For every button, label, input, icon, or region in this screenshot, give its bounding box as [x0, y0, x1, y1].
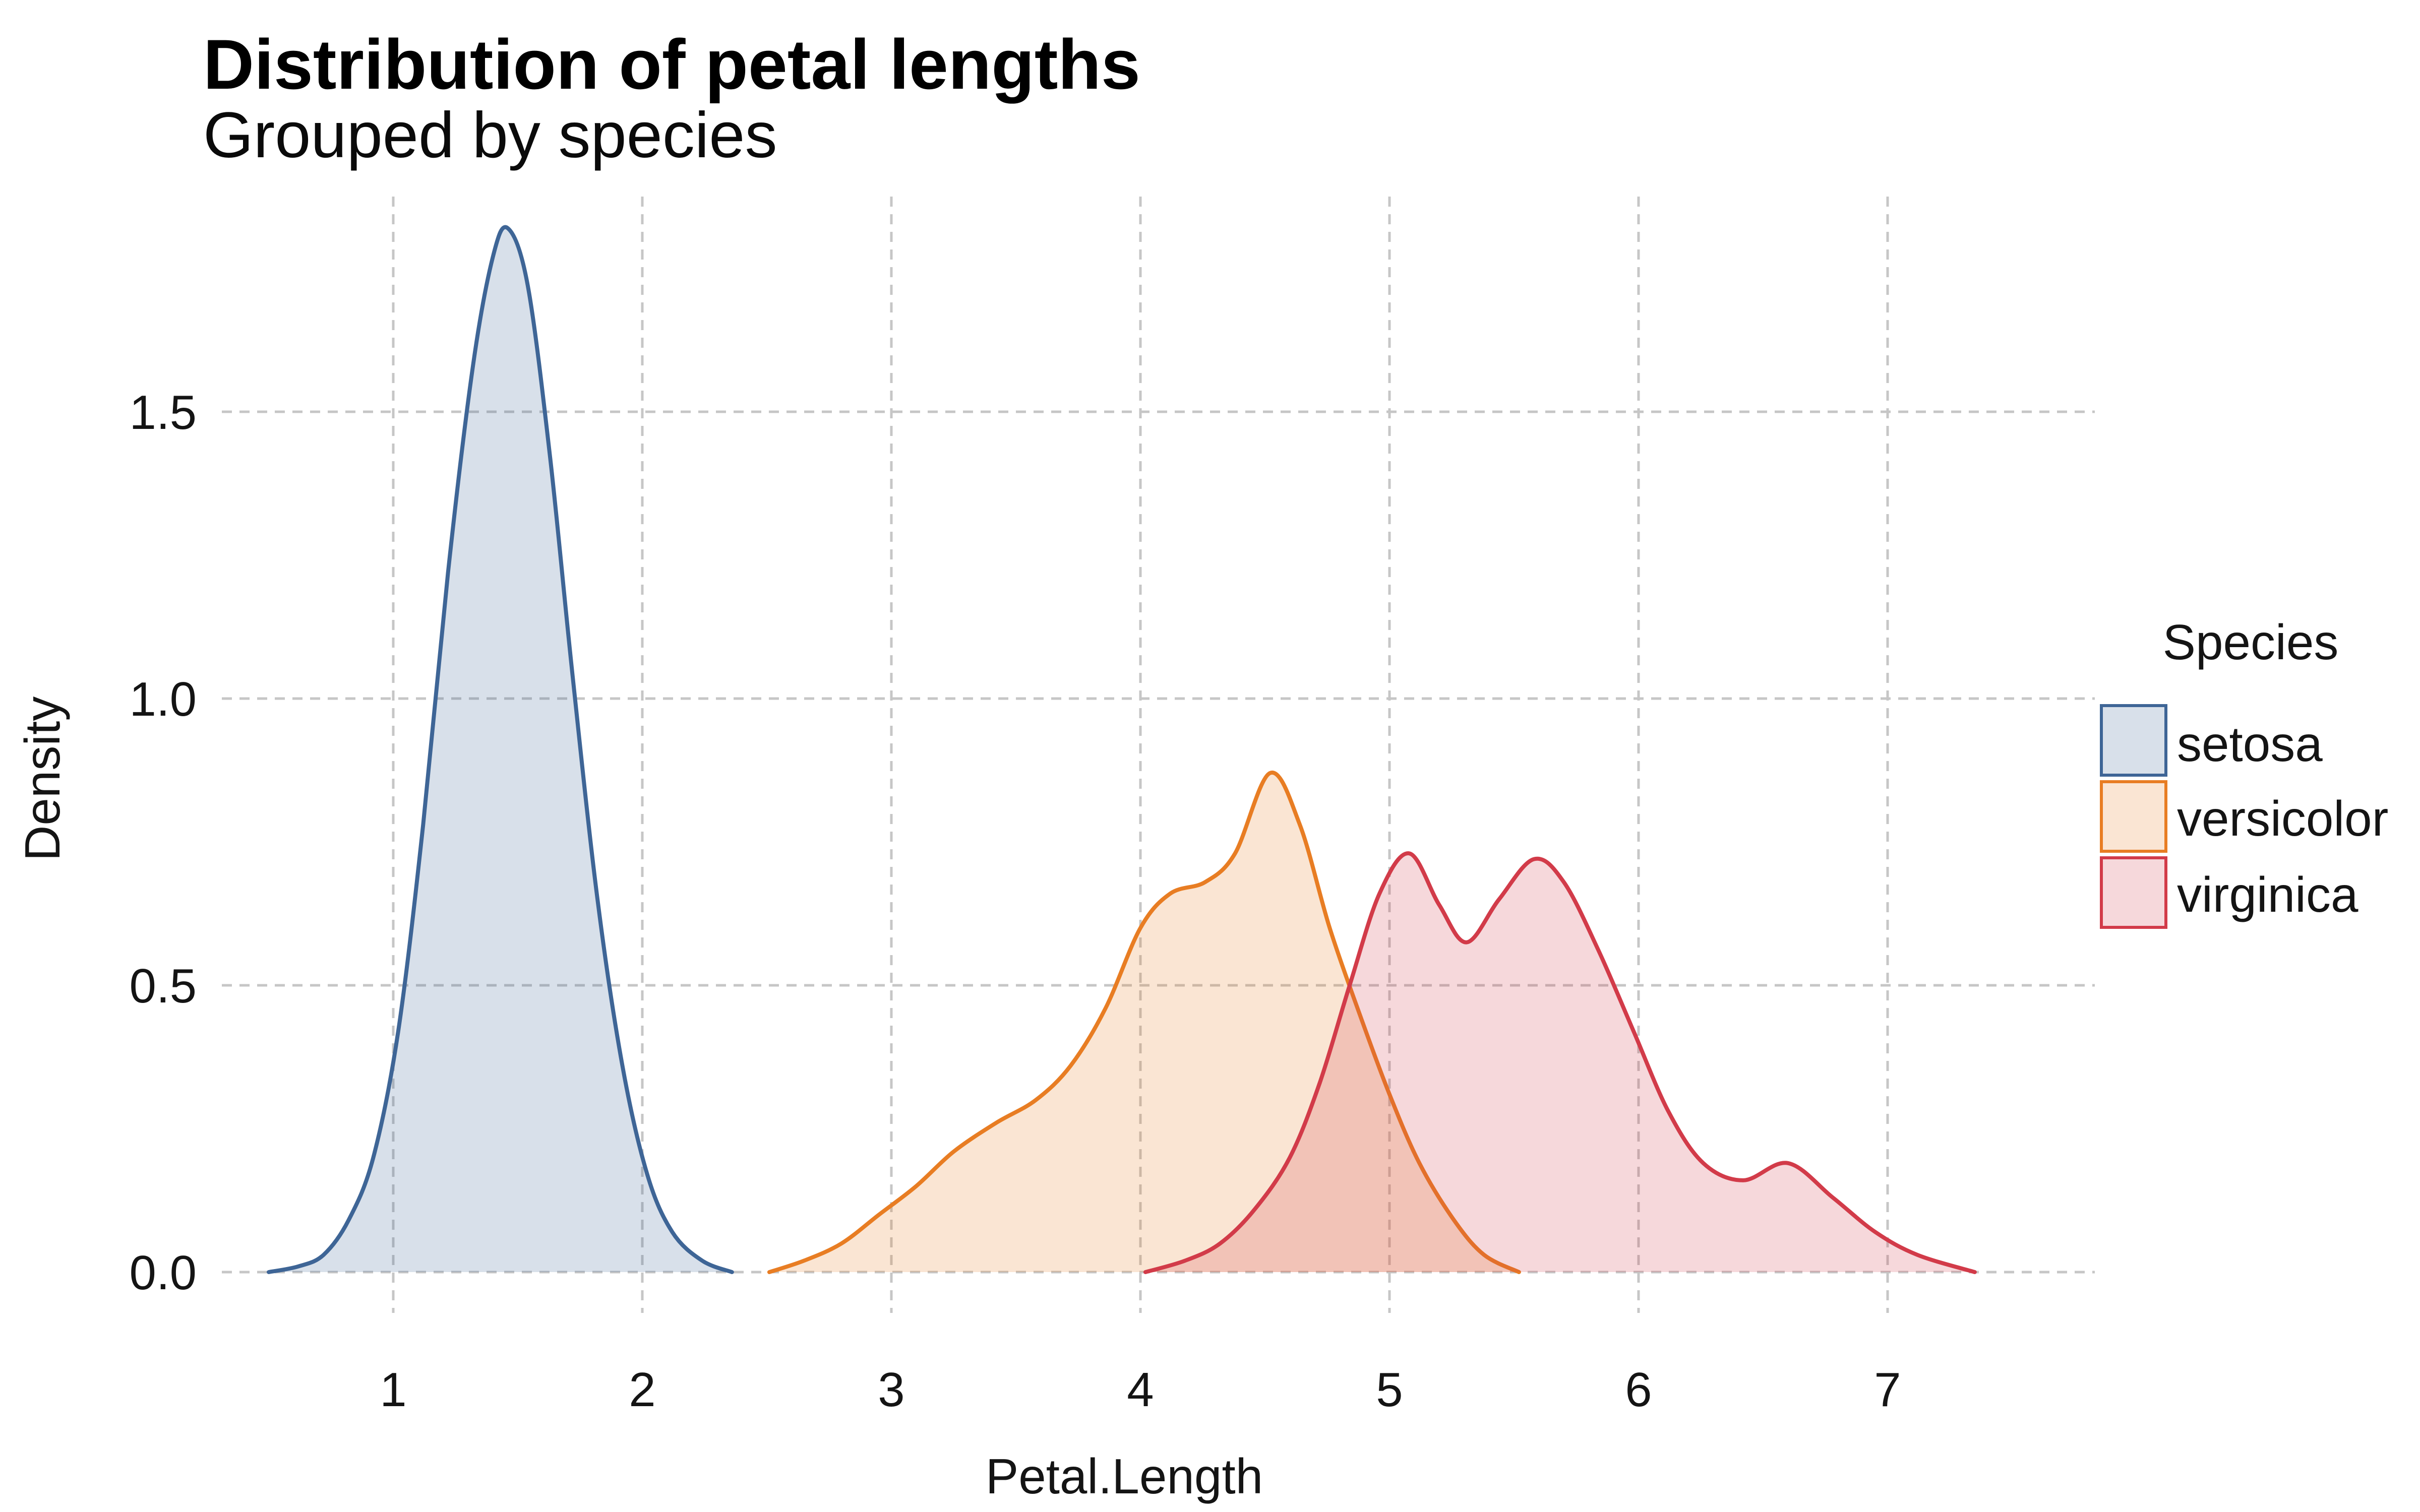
legend-title: Species — [2163, 614, 2339, 670]
y-axis-title: Density — [15, 697, 70, 861]
x-tick-label-1: 1 — [380, 1363, 406, 1417]
legend-swatch-versicolor — [2100, 780, 2167, 853]
y-tick-label-0.0: 0.0 — [130, 1246, 197, 1300]
series-layer — [267, 225, 1977, 1274]
legend-label-versicolor: versicolor — [2177, 791, 2388, 846]
legend-swatch-setosa — [2100, 704, 2167, 777]
y-tick-label-1.5: 1.5 — [130, 386, 197, 439]
legend: Species setosa versicolor virginica — [2100, 614, 2388, 929]
y-tick-label-1.0: 1.0 — [130, 672, 197, 726]
chart-subtitle: Grouped by species — [203, 99, 777, 171]
y-tick-label-0.5: 0.5 — [130, 959, 197, 1013]
x-tick-label-3: 3 — [878, 1363, 904, 1417]
grid-layer — [222, 197, 2095, 1313]
legend-label-setosa: setosa — [2177, 716, 2323, 772]
x-tick-label-2: 2 — [629, 1363, 655, 1417]
density-curve-versicolor — [767, 771, 1521, 1274]
x-axis-title: Petal.Length — [986, 1448, 1263, 1504]
density-curve-setosa — [267, 225, 734, 1274]
x-tick-label-7: 7 — [1874, 1363, 1901, 1417]
x-tick-label-4: 4 — [1127, 1363, 1154, 1417]
legend-label-virginica: virginica — [2177, 867, 2358, 922]
density-area-setosa — [269, 227, 732, 1272]
density-area-virginica — [1145, 853, 1975, 1272]
chart-title: Distribution of petal lengths — [203, 25, 1140, 104]
x-tick-label-5: 5 — [1376, 1363, 1403, 1417]
legend-swatch-virginica — [2100, 856, 2167, 929]
density-curve-virginica — [1143, 851, 1977, 1274]
x-tick-label-6: 6 — [1625, 1363, 1652, 1417]
density-area-versicolor — [769, 772, 1519, 1272]
tick-layer: 1 2 3 4 5 6 7 0.0 0.5 1.0 1.5 — [130, 386, 1901, 1417]
